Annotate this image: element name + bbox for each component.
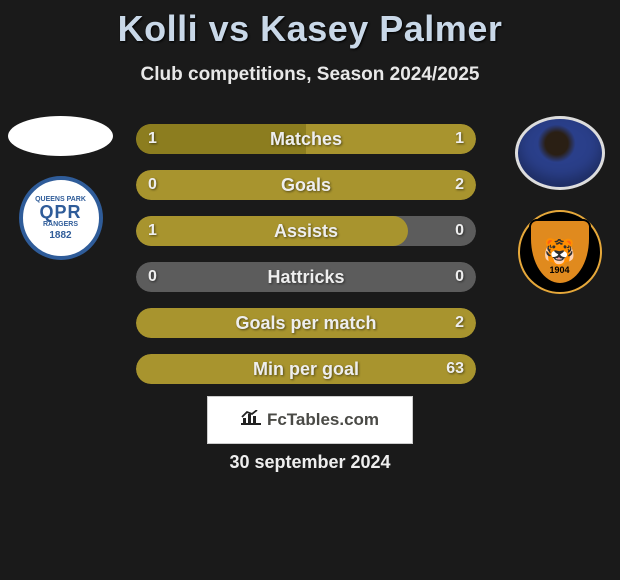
stat-label: Min per goal bbox=[136, 359, 476, 380]
shield-icon: 🐯 bbox=[529, 219, 591, 285]
player1-club-logo: QUEENS PARK QPR RANGERS 1882 bbox=[19, 176, 103, 260]
stat-row: Min per goal63 bbox=[136, 354, 476, 384]
player2-club-logo: 🐯 bbox=[518, 210, 602, 294]
brand-text: FcTables.com bbox=[267, 410, 379, 430]
stat-row: 0Goals2 bbox=[136, 170, 476, 200]
stat-row: 0Hattricks0 bbox=[136, 262, 476, 292]
club1-wordmark-icon: RANGERS bbox=[43, 221, 78, 228]
subtitle: Club competitions, Season 2024/2025 bbox=[0, 64, 620, 86]
stat-value-p2: 1 bbox=[455, 130, 464, 148]
club1-abbr: QPR bbox=[39, 203, 81, 221]
page-title: Kolli vs Kasey Palmer bbox=[0, 0, 620, 50]
stat-value-p2: 63 bbox=[446, 360, 464, 378]
player1-photo bbox=[8, 116, 113, 156]
stat-label: Goals per match bbox=[136, 313, 476, 334]
stat-value-p2: 0 bbox=[455, 222, 464, 240]
player2-column: 🐯 bbox=[507, 116, 612, 294]
date-line: 30 september 2024 bbox=[0, 452, 620, 473]
brand-chart-icon bbox=[241, 410, 261, 431]
stat-label: Matches bbox=[136, 129, 476, 150]
stat-value-p2: 0 bbox=[455, 268, 464, 286]
player1-column: QUEENS PARK QPR RANGERS 1882 bbox=[8, 116, 113, 260]
club1-year: 1882 bbox=[49, 230, 71, 241]
tiger-icon: 🐯 bbox=[543, 239, 575, 265]
stat-label: Hattricks bbox=[136, 267, 476, 288]
stat-value-p2: 2 bbox=[455, 314, 464, 332]
stat-label: Assists bbox=[136, 221, 476, 242]
stat-label: Goals bbox=[136, 175, 476, 196]
stat-row: Goals per match2 bbox=[136, 308, 476, 338]
stat-row: 1Assists0 bbox=[136, 216, 476, 246]
stats-container: 1Matches10Goals21Assists00Hattricks0Goal… bbox=[136, 124, 476, 384]
player2-photo bbox=[515, 116, 605, 190]
brand-badge[interactable]: FcTables.com bbox=[207, 396, 413, 444]
stat-value-p2: 2 bbox=[455, 176, 464, 194]
stat-row: 1Matches1 bbox=[136, 124, 476, 154]
